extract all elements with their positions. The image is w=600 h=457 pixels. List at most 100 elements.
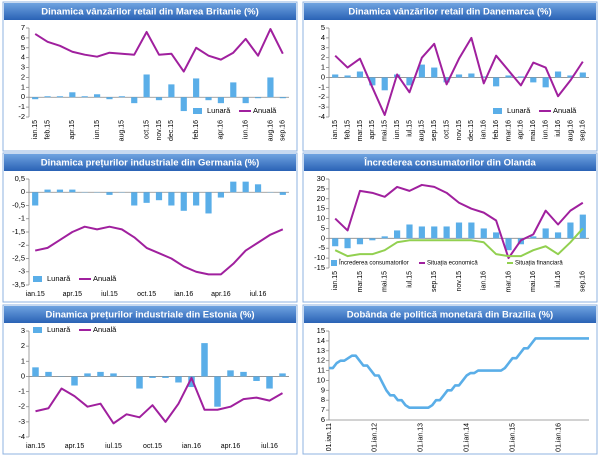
x-tick-label: feb.16 [193,120,200,140]
x-tick-label: ian.15 [332,271,339,290]
bar [162,376,169,378]
x-tick-label: nov.15 [456,271,463,292]
bar [242,97,249,104]
y-tick-label: 3 [321,43,325,52]
y-tick-label: 11 [317,366,325,375]
bar [369,238,376,241]
x-tick-label: nov.15 [156,120,163,141]
bar [468,222,475,239]
y-tick-label: 5 [21,43,25,52]
y-tick-label: 6 [321,415,325,424]
legend-label: Lunară [207,106,231,115]
bar [542,77,549,88]
bar [32,367,39,377]
x-tick-label: ian.15 [32,120,39,139]
x-tick-label: 01.ian.15 [509,423,516,452]
data-line [334,183,584,260]
legend-label: Anuală [93,274,117,283]
bar [493,232,500,239]
y-tick-label: -1,5 [12,227,25,236]
x-tick-label: iul.15 [406,120,413,137]
y-tick-label: 10 [317,214,325,223]
legend-label: Situația economică [427,261,478,267]
bar [254,184,262,193]
bar [155,97,163,101]
data-line [35,376,284,425]
bar [480,76,487,78]
bar [579,72,586,78]
bar [381,77,388,91]
x-tick-label: aug.15 [419,120,426,142]
y-tick-label: 14 [317,336,325,345]
x-tick-label: iul.15 [101,291,118,298]
legend-swatch [33,276,42,282]
bar [106,97,113,100]
bar [193,78,200,98]
bar [431,67,438,78]
y-tick-label: -2,5 [12,253,25,262]
x-tick-label: iul.16 [261,443,278,450]
y-tick-label: 4 [21,53,25,62]
bar [332,238,339,247]
bar [279,192,286,195]
y-tick-label: 2 [321,53,325,62]
chart-title: Dobânda de politică monetară din Brazili… [347,310,553,321]
y-tick-label: 15 [317,326,325,335]
bar [381,236,388,239]
x-tick-label: ian.15 [26,443,45,450]
bar [214,376,221,407]
x-tick-label: 01.ian.12 [372,423,379,452]
bar [205,97,212,101]
bar [217,97,224,104]
bar [143,192,150,203]
bar [480,228,487,239]
y-tick-label: -15 [314,263,325,272]
bar [279,97,286,99]
y-tick-label: 1 [321,63,325,72]
bar [168,84,175,98]
legend-label: Lunară [47,325,71,334]
bar [242,181,249,193]
bar [136,376,143,389]
bar [394,230,401,239]
x-tick-label: ian.16 [182,443,201,450]
x-tick-label: mai.15 [382,120,389,141]
y-tick-label: 0 [21,371,25,380]
y-tick-label: 2 [21,72,25,81]
title-bar [304,154,596,171]
y-tick-label: 0 [321,233,325,242]
y-tick-label: -1 [318,82,325,91]
x-tick-label: apr.15 [369,120,376,140]
x-tick-label: ian.15 [332,120,339,139]
bar [468,73,475,78]
bar [254,97,262,99]
x-tick-label: feb.16 [493,120,500,140]
bar [240,371,247,377]
y-tick-label: 4 [321,33,325,42]
legend-label: Încrederea consumatorilor [338,260,409,267]
x-tick-label: ian.16 [481,271,488,290]
x-tick-label: apr.16 [211,291,231,298]
y-tick-label: -1 [18,214,25,223]
y-tick-label: 7 [21,23,25,32]
bar [505,238,512,251]
bar [56,96,64,98]
bar [443,226,450,239]
data-line [34,27,284,73]
chart-title: Dinamica prețurilor industriale din Germ… [41,158,260,169]
x-tick-label: mar.16 [505,120,512,142]
bar [230,82,237,98]
title-bar [4,3,296,20]
x-tick-label: aug.16 [267,120,274,142]
bar [175,376,182,383]
y-tick-label: -2 [318,92,325,101]
legend-label: Anuală [253,106,277,115]
bar [168,192,175,206]
data-line [34,225,284,276]
bar [266,376,273,389]
x-tick-label: nov.15 [456,120,463,141]
bar [227,370,234,377]
x-tick-label: apr.15 [65,443,85,450]
bar [230,181,237,193]
bar [369,77,376,86]
